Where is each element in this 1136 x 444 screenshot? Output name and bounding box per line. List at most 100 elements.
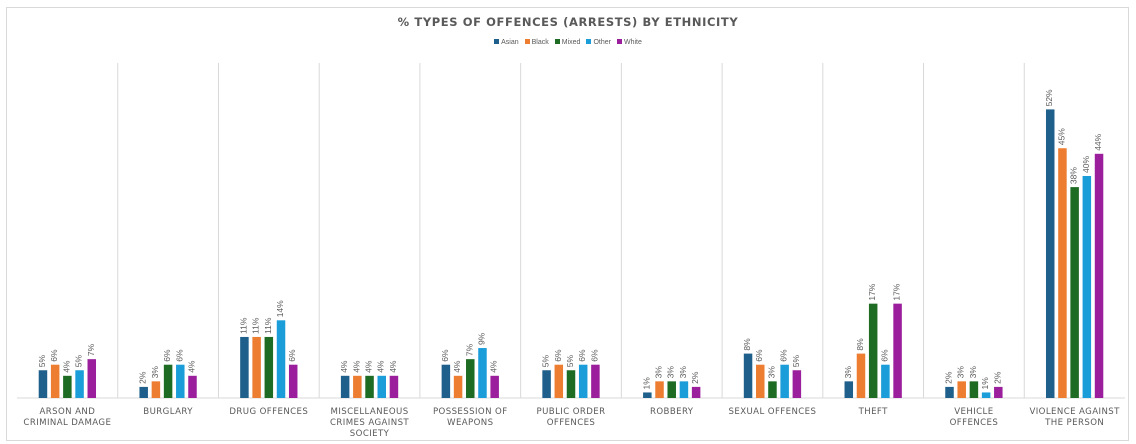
data-label: 5% — [565, 355, 575, 368]
data-label: 4% — [489, 360, 499, 373]
data-label: 9% — [476, 332, 486, 345]
category-label: SEXUAL OFFENCES — [729, 407, 817, 417]
legend-swatch-black — [524, 39, 530, 44]
bar-mixed — [969, 381, 979, 398]
data-label: 5% — [37, 355, 47, 368]
bar-other — [780, 364, 789, 398]
legend-swatch-asian — [494, 39, 500, 44]
data-label: 8% — [855, 338, 865, 351]
data-label: 52% — [1044, 89, 1054, 106]
bar-mixed — [768, 381, 777, 398]
legend-label-other: Other — [593, 39, 611, 46]
data-label: 6% — [49, 349, 59, 362]
bar-black — [252, 336, 261, 398]
data-label: 6% — [287, 349, 297, 362]
bar-mixed — [868, 303, 878, 398]
bar-other — [881, 364, 890, 398]
data-label: 11% — [251, 317, 261, 334]
data-label: 3% — [678, 366, 688, 379]
bar-other — [981, 392, 991, 398]
data-label: 44% — [1093, 133, 1103, 150]
data-label: 2% — [690, 371, 700, 384]
legend-label-white: White — [623, 39, 642, 46]
data-label: 5% — [74, 355, 84, 368]
data-label: 3% — [150, 366, 160, 379]
bar-asian — [643, 392, 652, 398]
bar-mixed — [264, 336, 274, 398]
bar-other — [176, 364, 185, 398]
data-label: 4% — [376, 360, 386, 373]
category-label: MISCELLANEOUS CRIMES AGAINST SOCIETY — [330, 407, 409, 439]
data-label: 1% — [980, 377, 990, 390]
bar-white — [490, 375, 499, 398]
data-label: 3% — [654, 366, 664, 379]
data-label: 6% — [577, 349, 587, 362]
data-label: 4% — [364, 360, 374, 373]
legend-swatch-white — [616, 39, 622, 44]
data-label: 40% — [1081, 156, 1091, 173]
data-label: 14% — [275, 300, 285, 317]
legend-swatch-mixed — [554, 39, 560, 44]
data-label: 2% — [138, 371, 148, 384]
data-label: 6% — [754, 349, 764, 362]
bar-mixed — [365, 375, 374, 398]
data-label: 6% — [174, 349, 184, 362]
category-label: ROBBERY — [650, 407, 694, 417]
category-label: VEHICLE OFFENCES — [950, 407, 999, 428]
bar-black — [856, 353, 866, 398]
data-label: 7% — [86, 343, 96, 356]
bar-white — [893, 303, 902, 398]
data-label: 3% — [843, 366, 853, 379]
bar-black — [1058, 148, 1067, 398]
legend-item-other: Other — [586, 39, 611, 46]
chart-legend: Asian Black Mixed Other White — [0, 39, 1136, 46]
data-label: 4% — [452, 360, 462, 373]
bar-white — [691, 386, 701, 398]
data-label: 6% — [553, 349, 563, 362]
data-label: 11% — [263, 317, 273, 334]
bar-asian — [38, 370, 48, 398]
bar-asian — [1045, 109, 1055, 399]
data-label: 3% — [956, 366, 966, 379]
bar-black — [554, 364, 564, 398]
bar-asian — [542, 370, 551, 398]
data-label: 6% — [779, 349, 789, 362]
data-label: 1% — [641, 377, 651, 390]
bar-mixed — [163, 364, 173, 398]
bar-asian — [441, 364, 451, 398]
data-label: 6% — [440, 349, 450, 362]
data-label: 3% — [968, 366, 978, 379]
chart-frame — [6, 7, 1129, 441]
bar-other — [679, 381, 689, 398]
bar-white — [87, 359, 97, 398]
bar-other — [1082, 176, 1092, 398]
category-label: PUBLIC ORDER OFFENCES — [537, 407, 606, 428]
data-label: 4% — [339, 360, 349, 373]
bar-black — [50, 364, 60, 398]
data-label: 4% — [351, 360, 361, 373]
bar-mixed — [667, 381, 676, 398]
bar-other — [478, 348, 487, 398]
chart-title: % TYPES OF OFFENCES (ARRESTS) BY ETHNICI… — [397, 15, 739, 29]
bar-mixed — [1070, 187, 1079, 398]
bar-white — [288, 364, 298, 398]
bar-white — [792, 370, 802, 398]
legend-label-mixed: Mixed — [561, 39, 581, 46]
data-label: 38% — [1069, 167, 1079, 184]
bar-asian — [743, 353, 753, 398]
bar-black — [756, 364, 765, 398]
data-label: 2% — [992, 371, 1002, 384]
legend-item-white: White — [616, 39, 642, 46]
data-label: 17% — [867, 283, 877, 300]
data-label: 2% — [944, 371, 954, 384]
bar-asian — [844, 381, 854, 398]
bar-white — [188, 375, 197, 398]
category-label: THEFT — [858, 407, 889, 417]
bar-other — [578, 364, 588, 398]
bar-white — [994, 386, 1003, 398]
legend-label-asian: Asian — [501, 39, 519, 46]
bar-black — [957, 381, 966, 398]
bar-black — [353, 375, 362, 398]
data-label: 5% — [541, 355, 551, 368]
